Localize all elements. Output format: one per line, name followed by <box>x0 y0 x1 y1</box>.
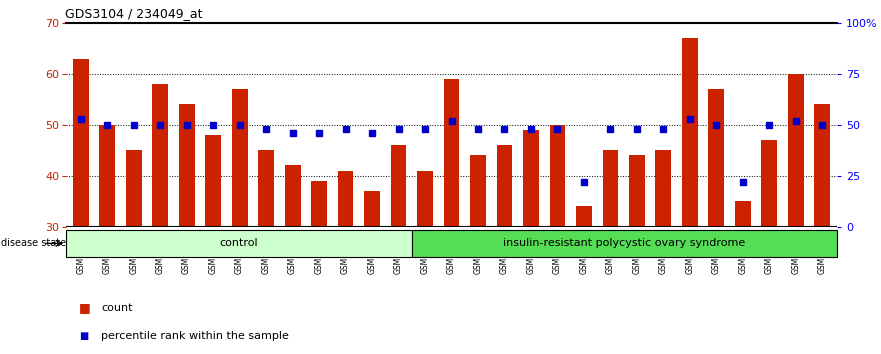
Bar <box>655 150 671 227</box>
Bar <box>523 130 539 227</box>
Text: control: control <box>219 238 258 249</box>
Bar <box>814 104 830 227</box>
Bar <box>629 155 645 227</box>
Bar <box>311 181 327 227</box>
Bar <box>179 104 195 227</box>
Bar <box>232 89 248 227</box>
Bar <box>576 206 592 227</box>
Bar <box>788 74 803 227</box>
Bar <box>205 135 221 227</box>
Text: count: count <box>101 303 133 313</box>
Bar <box>73 59 89 227</box>
Bar <box>443 79 460 227</box>
Bar <box>337 171 353 227</box>
Bar <box>100 125 115 227</box>
Text: percentile rank within the sample: percentile rank within the sample <box>101 331 289 341</box>
Bar <box>152 84 168 227</box>
Bar <box>603 150 618 227</box>
Text: disease state: disease state <box>1 238 66 248</box>
Bar <box>285 166 300 227</box>
Text: insulin-resistant polycystic ovary syndrome: insulin-resistant polycystic ovary syndr… <box>503 238 745 249</box>
Text: GDS3104 / 234049_at: GDS3104 / 234049_at <box>64 7 202 21</box>
Bar <box>708 89 724 227</box>
Bar <box>735 201 751 227</box>
Bar <box>470 155 486 227</box>
Bar <box>126 150 142 227</box>
Bar <box>497 145 513 227</box>
Bar <box>682 38 698 227</box>
Bar <box>258 150 274 227</box>
Bar <box>417 171 433 227</box>
Bar <box>364 191 380 227</box>
Bar <box>66 230 411 257</box>
Bar <box>390 145 406 227</box>
Text: ■: ■ <box>79 302 91 314</box>
Bar <box>411 230 837 257</box>
Bar <box>550 125 566 227</box>
Text: ■: ■ <box>79 331 88 341</box>
Bar <box>761 140 777 227</box>
